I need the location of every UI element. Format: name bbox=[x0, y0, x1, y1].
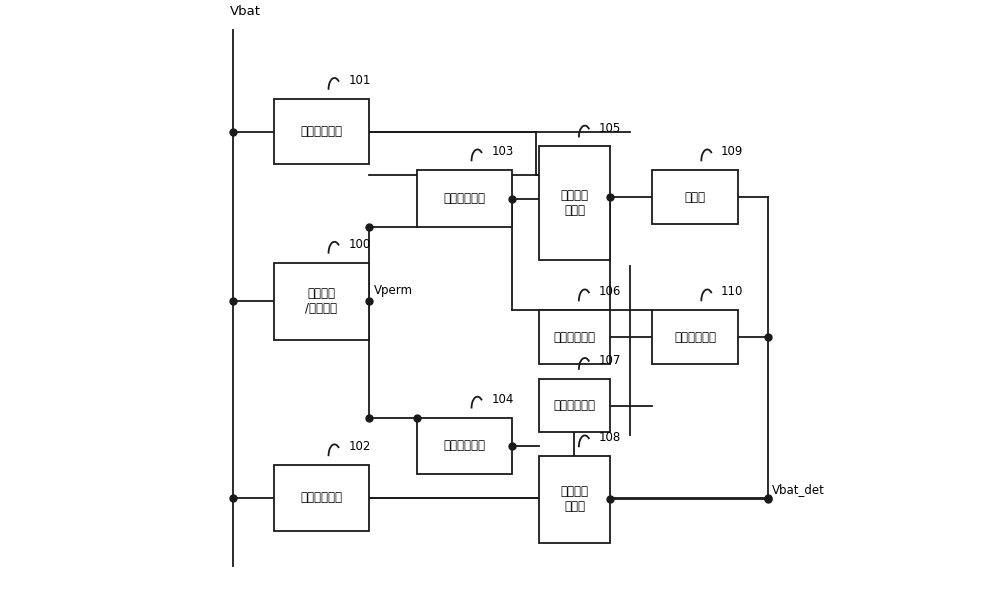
FancyBboxPatch shape bbox=[274, 99, 369, 165]
Text: Vbat_det: Vbat_det bbox=[772, 483, 825, 497]
Text: 101: 101 bbox=[348, 74, 371, 87]
FancyBboxPatch shape bbox=[274, 465, 369, 531]
FancyBboxPatch shape bbox=[652, 310, 738, 364]
FancyBboxPatch shape bbox=[539, 310, 610, 364]
FancyBboxPatch shape bbox=[417, 417, 512, 474]
Text: 108: 108 bbox=[599, 431, 621, 444]
Text: Vperm: Vperm bbox=[374, 284, 413, 296]
Text: 第一分压电路: 第一分压电路 bbox=[300, 125, 342, 138]
Text: 降压电路
/降压芯片: 降压电路 /降压芯片 bbox=[305, 287, 337, 315]
Text: Vbat: Vbat bbox=[230, 5, 261, 18]
Text: 第四分压电路: 第四分压电路 bbox=[443, 439, 485, 453]
FancyBboxPatch shape bbox=[652, 170, 738, 224]
Text: 第一反馈电路: 第一反馈电路 bbox=[553, 330, 595, 344]
Text: 反相器: 反相器 bbox=[685, 191, 706, 204]
FancyBboxPatch shape bbox=[539, 456, 610, 543]
Text: 107: 107 bbox=[599, 354, 621, 367]
Text: 第一电压
比较器: 第一电压 比较器 bbox=[560, 189, 588, 217]
Text: 100: 100 bbox=[348, 238, 370, 250]
Text: 105: 105 bbox=[599, 122, 621, 134]
Text: 第二反馈电路: 第二反馈电路 bbox=[553, 399, 595, 412]
Text: 第二分压电路: 第二分压电路 bbox=[300, 491, 342, 505]
FancyBboxPatch shape bbox=[417, 170, 512, 227]
FancyBboxPatch shape bbox=[539, 146, 610, 260]
Text: 102: 102 bbox=[348, 440, 371, 453]
FancyBboxPatch shape bbox=[539, 379, 610, 433]
Text: 第三分压电路: 第三分压电路 bbox=[443, 192, 485, 205]
Text: 104: 104 bbox=[491, 393, 514, 405]
Text: 103: 103 bbox=[491, 145, 513, 159]
FancyBboxPatch shape bbox=[274, 263, 369, 340]
Text: 110: 110 bbox=[721, 286, 743, 298]
Text: 第二电压
比较器: 第二电压 比较器 bbox=[560, 485, 588, 514]
Text: 106: 106 bbox=[599, 286, 621, 298]
Text: 第三反馈电路: 第三反馈电路 bbox=[674, 330, 716, 344]
Text: 109: 109 bbox=[721, 145, 743, 159]
